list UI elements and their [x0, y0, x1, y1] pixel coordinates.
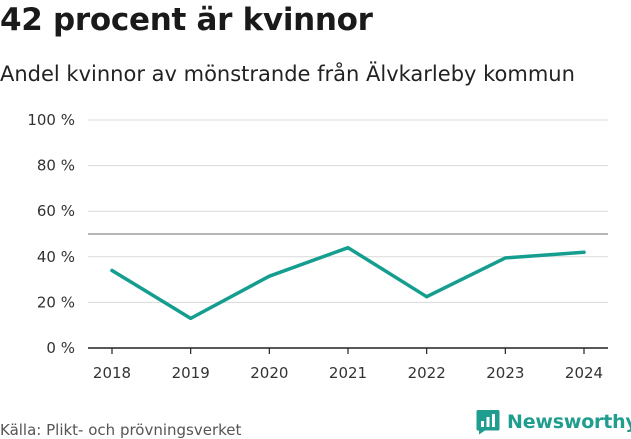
chart-title: 42 procent är kvinnor	[0, 2, 373, 38]
y-tick-label: 20 %	[37, 293, 75, 311]
data-point	[503, 256, 507, 260]
x-tick-label: 2018	[93, 364, 131, 382]
brand-logo[interactable]: Newsworthy	[476, 407, 631, 437]
y-tick-label: 0 %	[46, 339, 75, 357]
data-point	[346, 246, 350, 250]
x-tick-label: 2023	[486, 364, 524, 382]
y-tick-label: 100 %	[27, 111, 75, 129]
source-note: Källa: Plikt- och prövningsverket	[0, 421, 242, 439]
data-point	[582, 250, 586, 254]
x-tick-label: 2024	[565, 364, 603, 382]
y-tick-label: 40 %	[37, 248, 75, 266]
x-tick-label: 2022	[408, 364, 446, 382]
series-line	[110, 245, 586, 321]
data-point	[425, 295, 429, 299]
chart-subtitle: Andel kvinnor av mönstrande från Älvkarl…	[0, 62, 575, 86]
x-tick-label: 2019	[172, 364, 210, 382]
data-point	[189, 316, 193, 320]
x-tick-label: 2020	[250, 364, 288, 382]
brand-name: Newsworthy	[507, 411, 631, 433]
y-tick-label: 60 %	[37, 202, 75, 220]
x-tick-label: 2021	[329, 364, 367, 382]
y-tick-label: 80 %	[37, 157, 75, 175]
data-point	[267, 274, 271, 278]
data-point	[110, 268, 114, 273]
newsworthy-logo-icon	[476, 410, 500, 435]
